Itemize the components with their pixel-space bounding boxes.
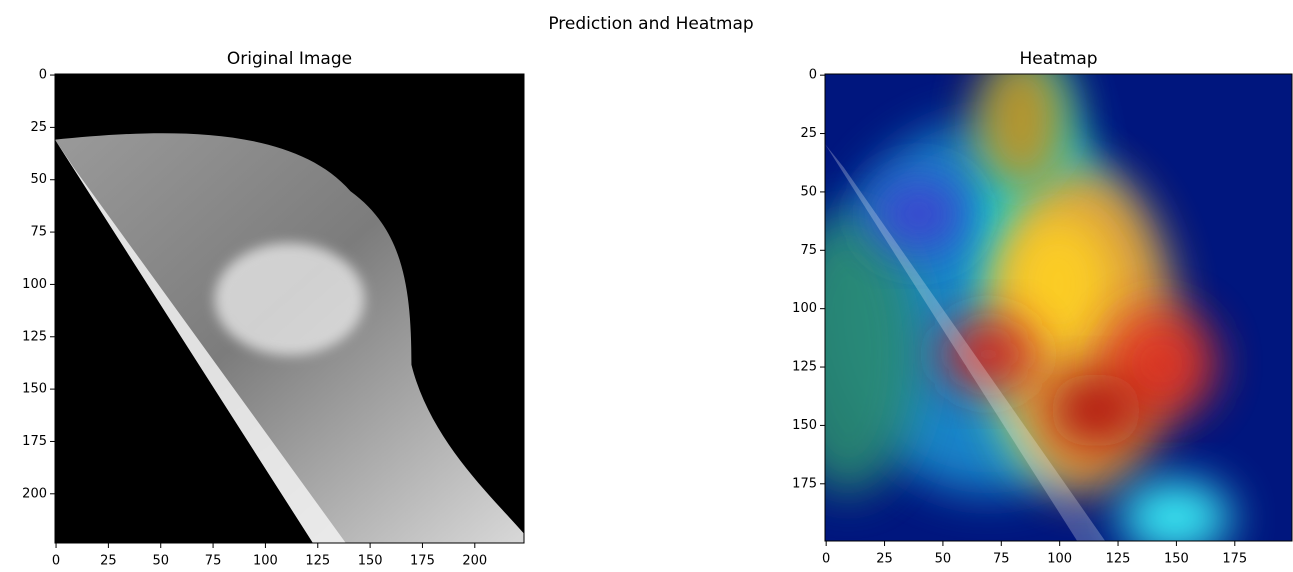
axes-frame <box>824 73 1293 542</box>
y-tick-label: 125 <box>22 329 47 344</box>
x-tick-label: 0 <box>52 554 60 569</box>
y-tick-label: 175 <box>792 476 817 491</box>
x-tick-label: 0 <box>822 552 830 567</box>
x-tick-label: 125 <box>1106 552 1131 567</box>
y-tick-label: 25 <box>800 126 817 141</box>
heatmap-blob <box>1002 214 1115 355</box>
y-tick-label: 25 <box>30 120 47 135</box>
x-tick-label: 100 <box>1047 552 1072 567</box>
image <box>825 74 1292 541</box>
x-tick-label: 200 <box>462 554 487 569</box>
x-tick-label: 75 <box>993 552 1010 567</box>
x-tick-label: 50 <box>935 552 952 567</box>
y-tick-label: 100 <box>792 301 817 316</box>
heatmap-blob <box>1049 372 1143 448</box>
heatmap-blob <box>871 176 966 252</box>
y-tick-label: 0 <box>809 68 817 83</box>
y-tick-label: 200 <box>22 486 47 501</box>
y-tick-label: 150 <box>792 418 817 433</box>
x-tick-label: 100 <box>253 554 278 569</box>
axes-title: Heatmap <box>1019 49 1097 69</box>
x-tick-label: 150 <box>1164 552 1189 567</box>
heatmap-blob <box>1119 480 1232 541</box>
x-tick-label: 175 <box>1222 552 1247 567</box>
x-tick-label: 175 <box>410 554 435 569</box>
x-tick-label: 25 <box>100 554 117 569</box>
figure-title: Prediction and Heatmap <box>548 14 753 34</box>
heatmap-blob <box>825 214 919 495</box>
axes-frame <box>54 73 525 544</box>
x-tick-label: 125 <box>305 554 330 569</box>
x-tick-label: 150 <box>358 554 383 569</box>
heatmap-skin <box>825 144 1106 541</box>
y-tick-label: 75 <box>800 243 817 258</box>
y-tick-label: 125 <box>792 360 817 375</box>
y-tick-label: 50 <box>30 172 47 187</box>
y-tick-label: 175 <box>22 434 47 449</box>
heatmap-blob <box>974 74 1068 191</box>
y-tick-label: 0 <box>39 68 47 83</box>
y-tick-label: 75 <box>30 225 47 240</box>
image <box>55 74 524 543</box>
x-tick-label: 25 <box>876 552 893 567</box>
y-tick-label: 100 <box>22 277 47 292</box>
y-tick-label: 50 <box>800 184 817 199</box>
image-dense <box>214 242 365 356</box>
axes-title: Original Image <box>227 49 352 69</box>
x-tick-label: 75 <box>205 554 222 569</box>
heatmap-blob <box>941 316 1036 392</box>
x-tick-label: 50 <box>152 554 169 569</box>
y-tick-label: 150 <box>22 382 47 397</box>
